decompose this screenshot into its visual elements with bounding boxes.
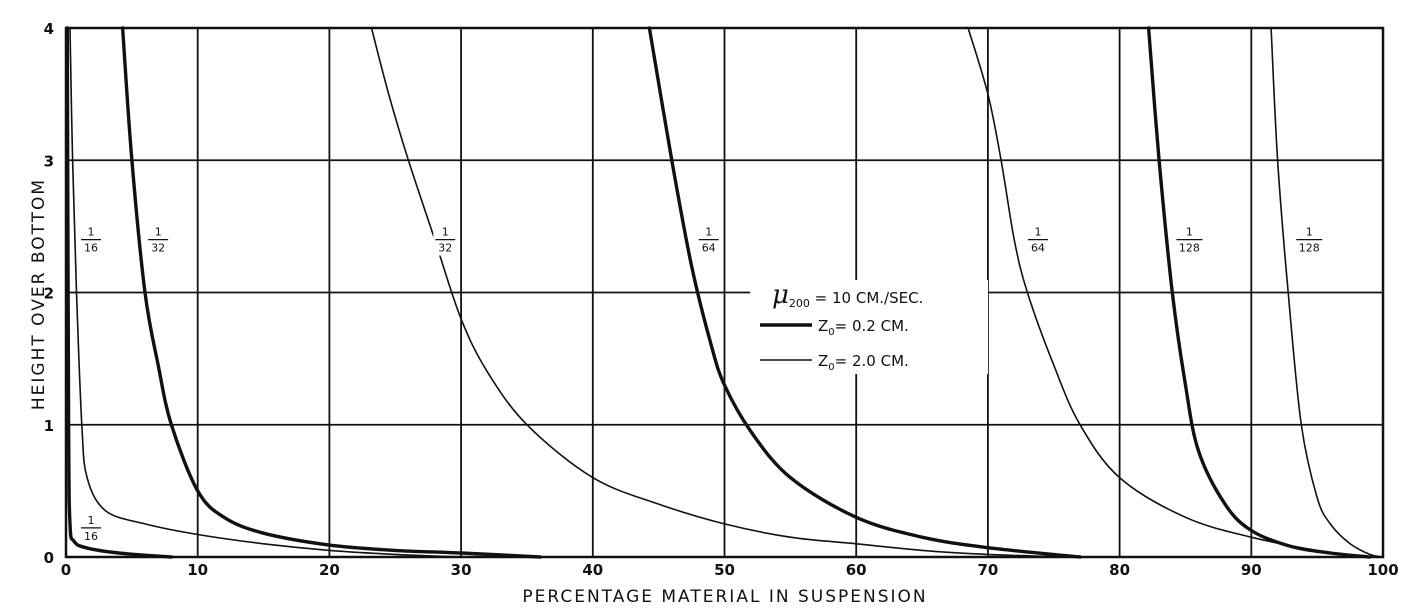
fraction-numerator: 1 bbox=[88, 514, 95, 527]
y-tick-label-2: 2 bbox=[44, 285, 54, 303]
curve-thin-1-128-7 bbox=[1270, 27, 1384, 558]
y-tick-label-0: 0 bbox=[44, 549, 54, 567]
fraction-numerator: 1 bbox=[1306, 226, 1313, 239]
fraction-numerator: 1 bbox=[442, 226, 449, 239]
fraction-denominator: 16 bbox=[84, 530, 98, 543]
fraction-label-2: 132 bbox=[433, 223, 458, 256]
fraction-denominator: 64 bbox=[702, 242, 716, 255]
fraction-numerator: 1 bbox=[1186, 226, 1193, 239]
legend-item-thin-subscript: 0 bbox=[828, 362, 834, 373]
fraction-denominator: 64 bbox=[1031, 242, 1045, 255]
fraction-label-4: 164 bbox=[1025, 223, 1050, 256]
x-tick-label-20: 20 bbox=[319, 561, 340, 579]
x-tick-label-80: 80 bbox=[1109, 561, 1130, 579]
fraction-numerator: 1 bbox=[88, 226, 95, 239]
legend-title-symbol: μ bbox=[772, 280, 789, 310]
x-tick-label-70: 70 bbox=[977, 561, 998, 579]
fraction-denominator: 128 bbox=[1299, 242, 1320, 255]
legend-item-thick-subscript: 0 bbox=[828, 327, 834, 338]
curve-thick-1-64-4 bbox=[647, 26, 1082, 559]
x-axis-title: PERCENTAGE MATERIAL IN SUSPENSION bbox=[522, 587, 927, 607]
fraction-denominator: 32 bbox=[438, 242, 452, 255]
x-tick-label-0: 0 bbox=[61, 561, 71, 579]
fraction-numerator: 1 bbox=[1034, 226, 1041, 239]
fraction-denominator: 128 bbox=[1179, 242, 1200, 255]
x-tick-label-90: 90 bbox=[1241, 561, 1262, 579]
curve-thin-1-32-3 bbox=[370, 27, 1068, 558]
grid-lines bbox=[66, 28, 1383, 557]
x-tick-label-10: 10 bbox=[187, 561, 208, 579]
legend: μ200 = 10 CM./SEC. Z0= 0.2 CM. Z0= 2.0 C… bbox=[750, 280, 988, 374]
fraction-numerator: 1 bbox=[705, 226, 712, 239]
fraction-label-1: 132 bbox=[146, 223, 171, 256]
y-tick-label-3: 3 bbox=[44, 152, 54, 170]
fraction-denominator: 32 bbox=[151, 242, 165, 255]
fraction-numerator: 1 bbox=[155, 226, 162, 239]
legend-title: μ200 = 10 CM./SEC. bbox=[772, 280, 923, 310]
fraction-label-3: 164 bbox=[696, 223, 721, 256]
legend-title-rest: = 10 CM./SEC. bbox=[810, 289, 923, 307]
legend-item-thin-rest: = 2.0 CM. bbox=[835, 352, 909, 370]
fraction-denominator: 16 bbox=[84, 242, 98, 255]
legend-item-thin-label: Z bbox=[818, 352, 828, 370]
legend-item-thick-label: Z bbox=[818, 317, 828, 335]
curve-thin-1-16-0 bbox=[69, 27, 462, 558]
plot-frame bbox=[64, 26, 1385, 559]
legend-title-subscript: 200 bbox=[789, 297, 810, 310]
legend-item-thick: Z0= 0.2 CM. bbox=[818, 317, 909, 338]
fraction-label-0: 116 bbox=[79, 223, 104, 256]
legend-background bbox=[750, 280, 988, 374]
y-axis-title: HEIGHT OVER BOTTOM bbox=[29, 178, 49, 410]
x-tick-label-30: 30 bbox=[451, 561, 472, 579]
y-tick-label-4: 4 bbox=[44, 20, 54, 38]
curve-thick-1-128-6 bbox=[1146, 26, 1372, 559]
x-tick-label-40: 40 bbox=[582, 561, 603, 579]
legend-item-thick-rest: = 0.2 CM. bbox=[835, 317, 909, 335]
curve-thick-1-32-2 bbox=[120, 26, 542, 559]
x-tick-label-100: 100 bbox=[1367, 561, 1398, 579]
y-tick-label-1: 1 bbox=[44, 417, 54, 435]
curves bbox=[65, 26, 1384, 559]
x-tick-label-50: 50 bbox=[714, 561, 735, 579]
fraction-label-7: 116 bbox=[79, 511, 104, 544]
curve-thick-1-16-1 bbox=[65, 26, 174, 559]
legend-item-thin: Z0= 2.0 CM. bbox=[818, 352, 909, 373]
curve-thin-1-64-5 bbox=[967, 27, 1371, 558]
x-tick-label-60: 60 bbox=[846, 561, 867, 579]
